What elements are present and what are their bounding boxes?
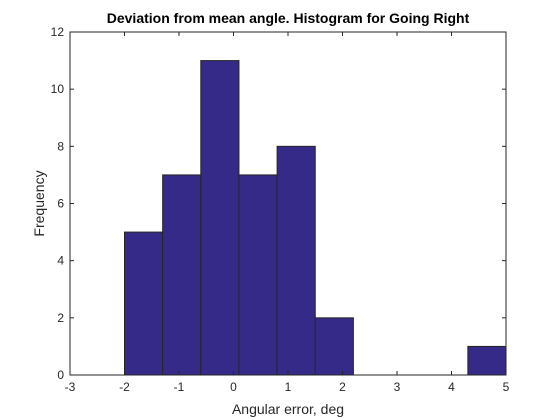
bars-group <box>124 60 507 376</box>
histogram-bar <box>200 60 240 376</box>
x-tick-label: 3 <box>394 380 401 394</box>
x-tick-label: 0 <box>230 380 237 394</box>
histogram-bar <box>162 174 202 376</box>
y-tick-label: 4 <box>57 254 64 268</box>
x-tick-label: 4 <box>448 380 455 394</box>
histogram-bar <box>467 345 507 376</box>
histogram-bar <box>124 231 164 376</box>
y-tick-label: 8 <box>57 139 64 153</box>
y-ticks-group: 0 2 4 6 8 10 12 <box>51 25 506 382</box>
x-tick-label: -2 <box>119 380 130 394</box>
y-tick-label: 12 <box>51 25 65 39</box>
histogram-bar <box>276 145 316 376</box>
y-tick-label: 6 <box>57 197 64 211</box>
histogram-bar <box>238 174 278 376</box>
y-tick-label: 0 <box>57 368 64 382</box>
x-ticks-group: -3 -2 -1 0 1 2 3 4 5 <box>65 32 510 394</box>
y-tick-label: 2 <box>57 311 64 325</box>
x-tick-label: 5 <box>503 380 510 394</box>
chart-title: Deviation from mean angle. Histogram for… <box>107 10 470 26</box>
x-tick-label: 1 <box>285 380 292 394</box>
x-axis-label: Angular error, deg <box>232 401 344 417</box>
x-tick-label: -1 <box>174 380 185 394</box>
histogram-bar <box>314 317 354 376</box>
y-axis-label: Frequency <box>31 170 47 236</box>
y-tick-label: 10 <box>51 82 65 96</box>
x-tick-label: 2 <box>339 380 346 394</box>
x-tick-label: -3 <box>65 380 76 394</box>
